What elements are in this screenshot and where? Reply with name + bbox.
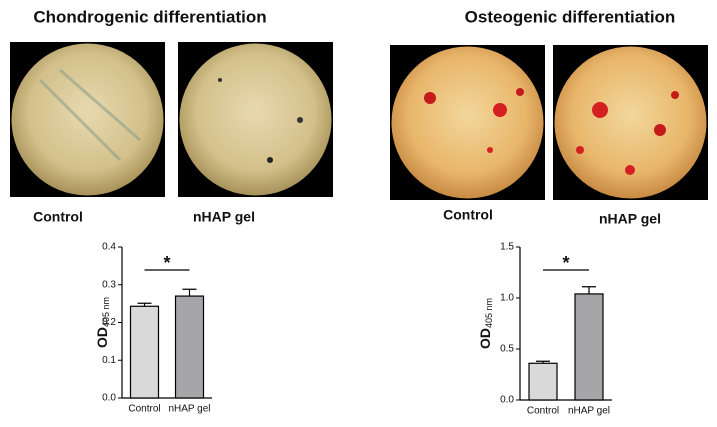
micrograph <box>553 45 708 200</box>
panel-title: Chondrogenic differentiation <box>33 7 266 26</box>
y-tick-label: 0.4 <box>102 242 116 253</box>
bar <box>574 293 604 401</box>
significance-label: * <box>163 253 170 273</box>
y-label-main: OD <box>94 327 110 348</box>
y-tick-label: 0.0 <box>500 395 514 406</box>
y-tick-label: 0.0 <box>102 393 116 404</box>
bar <box>129 305 160 399</box>
y-axis-label: OD405 nm <box>94 297 112 348</box>
x-tick-label: Control <box>128 404 160 415</box>
x-tick-label: Control <box>527 406 559 417</box>
y-tick-label: 0.5 <box>500 344 514 355</box>
micrograph <box>10 42 165 197</box>
micrograph <box>178 42 333 197</box>
error-bar <box>137 302 152 307</box>
y-tick-label: 1.0 <box>500 293 514 304</box>
error-bar <box>182 288 197 297</box>
x-tick-label: nHAP gel <box>568 406 610 417</box>
x-tick-label: nHAP gel <box>168 404 210 415</box>
y-label-main: OD <box>477 328 493 349</box>
image-label: Control <box>33 209 83 225</box>
y-tick-label: 1.5 <box>500 242 514 253</box>
error-bar <box>536 360 550 364</box>
y-label-sub: 405 nm <box>101 297 111 327</box>
y-tick-label: 0.2 <box>102 317 116 328</box>
y-tick-label: 0.3 <box>102 279 116 290</box>
y-tick-label: 0.1 <box>102 355 116 366</box>
image-label: nHAP gel <box>599 211 661 227</box>
y-label-sub: 405 nm <box>484 298 494 328</box>
significance-label: * <box>562 253 569 273</box>
image-label: nHAP gel <box>193 209 255 225</box>
y-axis-label: OD405 nm <box>477 298 495 349</box>
panel-title: Osteogenic differentiation <box>465 7 676 26</box>
image-label: Control <box>443 207 493 223</box>
bar <box>528 362 558 401</box>
micrograph <box>390 45 545 200</box>
bar <box>174 295 205 399</box>
error-bar <box>582 286 596 294</box>
